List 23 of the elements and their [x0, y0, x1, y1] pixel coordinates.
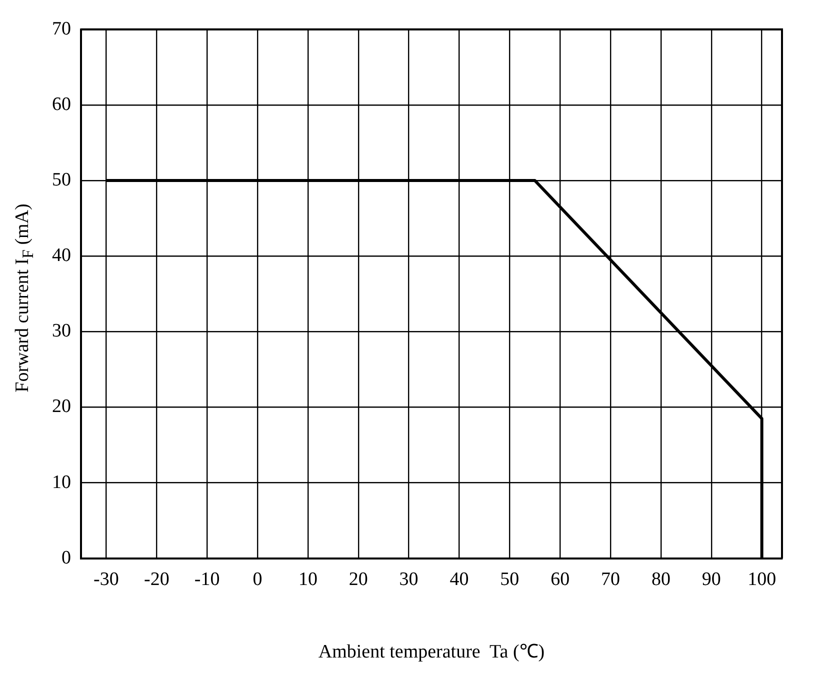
- y-tick-label: 0: [62, 547, 71, 568]
- x-tick-label: -10: [194, 568, 220, 590]
- x-tick-label: 80: [651, 568, 670, 590]
- x-tick-label: 0: [252, 568, 262, 590]
- y-tick-label: 20: [52, 396, 71, 418]
- x-tick-label: 60: [550, 568, 570, 590]
- x-tick-label: 10: [298, 568, 318, 590]
- x-tick-label: 100: [748, 568, 776, 590]
- y-tick-label: 10: [52, 472, 71, 493]
- x-tick-label: -30: [94, 568, 119, 590]
- y-tick-label: 40: [52, 245, 71, 266]
- x-tick-label: -20: [144, 568, 170, 590]
- x-tick-label: 20: [348, 568, 368, 590]
- x-tick-label: 50: [500, 568, 520, 590]
- x-axis-title: Ambient temperature Ta (℃): [318, 642, 545, 663]
- y-tick-label: 30: [52, 320, 71, 342]
- x-tick-label: 90: [702, 568, 721, 590]
- x-tick-label: 40: [450, 568, 469, 590]
- y-tick-label: 60: [52, 94, 71, 115]
- y-tick-label: 50: [52, 170, 71, 191]
- x-tick-label: 70: [601, 568, 620, 590]
- x-tick-label: 30: [399, 568, 418, 590]
- y-tick-label: 70: [52, 18, 71, 40]
